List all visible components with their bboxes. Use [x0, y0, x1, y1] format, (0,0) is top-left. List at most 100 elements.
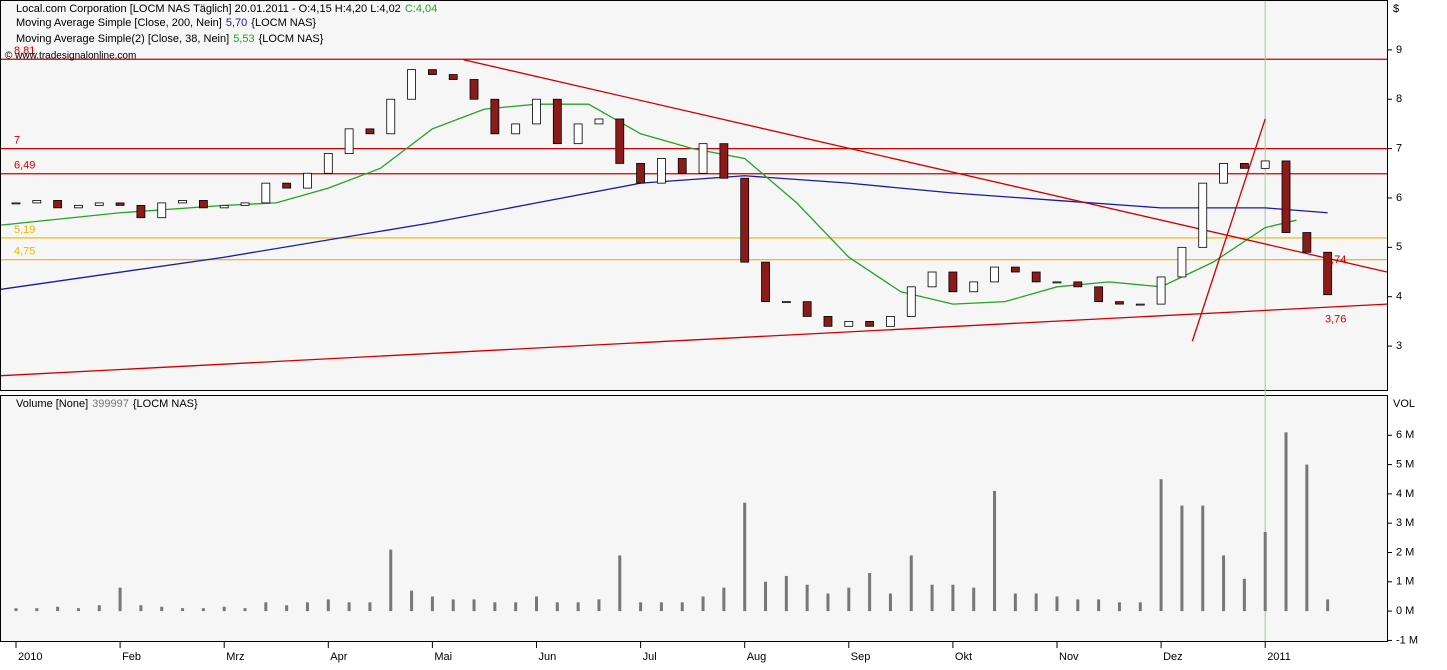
volume-bar: [160, 606, 164, 612]
candle: [906, 286, 916, 317]
candle: [1135, 303, 1145, 306]
volume-bar: [1076, 599, 1080, 612]
volume-bar: [139, 605, 143, 612]
x-tick-label: Apr: [330, 651, 347, 663]
y-tick-label: 7: [1396, 143, 1402, 155]
volume-bar: [368, 602, 372, 612]
candle: [490, 98, 500, 135]
candle: [407, 69, 416, 100]
volume-bar: [680, 602, 684, 612]
volume-bar: [181, 608, 185, 612]
candle: [636, 163, 645, 184]
y-tick-label: 1 M: [1396, 576, 1414, 588]
volume-bar: [701, 596, 705, 612]
y-tick-label: -1 M: [1396, 634, 1418, 646]
volume-bar: [1097, 599, 1101, 612]
y-tick-label: 9: [1396, 44, 1402, 56]
volume-bar: [451, 599, 455, 612]
volume-bar: [14, 608, 18, 612]
legend-suffix: {LOCM NAS}: [259, 33, 324, 45]
volume-bar: [410, 590, 414, 612]
candle: [323, 153, 333, 174]
candle: [698, 143, 708, 174]
candle: [448, 74, 458, 80]
volume-bar: [1013, 593, 1017, 612]
volume-bar: [930, 584, 934, 612]
level-label: 4,75: [14, 246, 35, 258]
candle: [844, 320, 854, 327]
level-label: 5,19: [14, 224, 35, 236]
candle: [178, 200, 187, 204]
candle: [74, 204, 83, 209]
candle: [719, 143, 729, 179]
x-tick-label: Feb: [122, 651, 141, 663]
volume-bar: [597, 599, 601, 612]
legend-name: Moving Average Simple(2) [Close, 38, Nei…: [16, 33, 229, 45]
volume-bar: [1326, 599, 1330, 612]
candle: [282, 182, 292, 189]
y-tick-label: 3: [1396, 340, 1402, 352]
volume-bar: [639, 602, 643, 612]
y-tick-label: 5 M: [1396, 458, 1414, 470]
volume-title: Volume [None] 399997 {LOCM NAS}: [16, 398, 198, 410]
close-label: C:4,04: [405, 3, 437, 15]
candle: [11, 202, 21, 205]
volume-bar: [347, 602, 351, 612]
candle: [1260, 160, 1270, 169]
volume-bar: [1180, 505, 1184, 612]
candle: [990, 266, 999, 283]
candle: [469, 79, 479, 100]
y-tick-label: 0 M: [1396, 605, 1414, 617]
volume-bar: [805, 584, 809, 612]
x-tick-label: Mai: [434, 651, 452, 663]
volume-bar: [618, 555, 622, 612]
y-tick-label: 4: [1396, 291, 1402, 303]
volume-bar: [555, 602, 559, 612]
x-tick-label: Nov: [1059, 651, 1079, 663]
candle: [344, 128, 354, 154]
volume-bar: [1034, 593, 1038, 612]
trend-line: [1191, 118, 1266, 342]
volume-bar: [389, 549, 393, 612]
volume-bar: [1159, 479, 1163, 612]
y-tick-label: 8: [1396, 93, 1402, 105]
volume-suffix: {LOCM NAS}: [133, 398, 198, 410]
legend-suffix: {LOCM NAS}: [251, 17, 316, 29]
candle: [823, 316, 833, 327]
volume-bar: [888, 593, 892, 612]
candle: [511, 123, 521, 135]
price-panel: [0, 0, 1388, 391]
volume-bar: [909, 555, 913, 612]
volume-bar: [1305, 464, 1309, 612]
x-tick-label: Dez: [1163, 651, 1183, 663]
candle: [115, 202, 125, 206]
candle: [865, 320, 875, 327]
volume-bar: [784, 575, 788, 612]
candle: [927, 271, 937, 288]
x-tick-label: Jun: [538, 651, 556, 663]
candle: [532, 98, 541, 125]
title: Local.com Corporation [LOCM NAS Täglich]…: [16, 3, 437, 15]
volume-bar: [743, 502, 747, 612]
candle: [136, 204, 146, 219]
x-tick-label: Okt: [955, 651, 972, 663]
volume-name: Volume [None]: [16, 398, 88, 410]
volume-bar: [118, 587, 122, 612]
volume-bar: [993, 490, 997, 612]
volume-bar: [1055, 596, 1059, 612]
candle: [1156, 276, 1166, 305]
x-tick-label: Mrz: [226, 651, 244, 663]
candle: [1094, 286, 1104, 303]
level-label: 7: [14, 135, 20, 147]
x-tick-label: Jul: [643, 651, 657, 663]
candle: [948, 271, 958, 293]
legend-entry: Moving Average Simple(2) [Close, 38, Nei…: [16, 33, 324, 45]
candle: [594, 118, 604, 125]
volume-bar: [326, 599, 330, 612]
moving-average: [0, 103, 1297, 305]
candle: [386, 98, 396, 135]
volume-bar: [222, 606, 226, 612]
candle: [1302, 232, 1312, 253]
volume-bar: [1222, 555, 1226, 612]
